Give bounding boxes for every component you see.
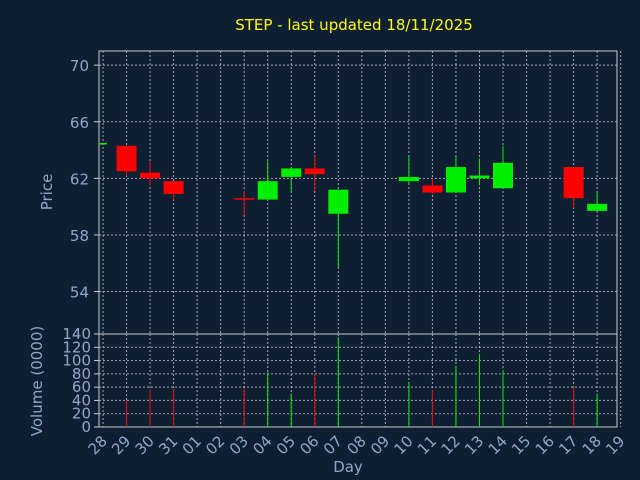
candle-body: [140, 172, 161, 179]
candle-11: [422, 178, 443, 194]
x-tick-label: 02: [202, 432, 228, 458]
volume-tick-label: 100: [62, 352, 91, 370]
x-tick-label: 17: [555, 432, 581, 458]
volume-tick-label: 20: [72, 405, 91, 423]
candle-17: [563, 167, 584, 209]
candle-body: [422, 185, 443, 193]
candle-body: [99, 142, 107, 145]
x-tick-label: 28: [85, 432, 111, 458]
candle-14: [493, 145, 514, 189]
candle-06: [304, 155, 325, 192]
volume-axis-label: Volume (0000): [28, 326, 46, 436]
candle-30: [140, 161, 161, 186]
x-tick-label: 08: [343, 432, 369, 458]
x-tick-label: 11: [414, 432, 440, 458]
x-tick-label: 04: [249, 432, 275, 458]
price-tick-label: 70: [70, 57, 89, 75]
x-tick-label: 01: [179, 432, 205, 458]
candle-31: [163, 181, 184, 200]
x-tick-label: 15: [508, 432, 534, 458]
candle-05: [281, 167, 302, 193]
candle-body: [304, 168, 325, 175]
candle-13: [469, 158, 490, 186]
x-tick-label: 05: [273, 432, 299, 458]
candle-10: [398, 157, 419, 185]
candle-body: [116, 145, 137, 172]
x-tick-label: 18: [579, 432, 605, 458]
price-axis-label: Price: [38, 174, 56, 211]
candle-04: [257, 161, 278, 200]
x-axis-label: Day: [333, 458, 363, 476]
candle-07: [328, 189, 349, 268]
candle-body: [469, 175, 490, 179]
x-tick-label: 13: [461, 432, 487, 458]
chart-title: STEP - last updated 18/11/2025: [235, 16, 473, 34]
x-tick-label: 14: [485, 432, 511, 458]
volume-tick-label: 120: [62, 338, 91, 356]
volume-tick-label: 0: [81, 418, 91, 436]
price-tick-label: 66: [70, 114, 89, 132]
x-tick-labels: 2829303101020304050607080910111213141516…: [85, 432, 629, 458]
price-tick-label: 54: [70, 284, 89, 302]
x-tick-label: 09: [367, 432, 393, 458]
candle-03: [234, 191, 255, 216]
candle-body: [493, 162, 514, 189]
candle-body: [234, 198, 255, 200]
candle-29: [116, 145, 137, 176]
candle-18: [587, 192, 608, 211]
x-tick-label: 29: [108, 432, 134, 458]
volume-tick-label: 60: [72, 378, 91, 396]
candle-body: [328, 189, 349, 214]
candle-body: [163, 181, 184, 194]
x-tick-label: 10: [390, 432, 416, 458]
x-tick-label: 31: [155, 432, 181, 458]
candle-body: [398, 176, 419, 182]
x-tick-label: 03: [226, 432, 252, 458]
volume-tick-label: 140: [62, 325, 91, 343]
x-tick-label: 07: [320, 432, 346, 458]
x-tick-label: 12: [438, 432, 464, 458]
price-panel: 54 58 62 66 70: [70, 50, 622, 335]
volume-tick-label: 40: [72, 391, 91, 409]
x-tick-label: 16: [532, 432, 558, 458]
x-tick-label: 30: [132, 432, 158, 458]
price-tick-label: 62: [70, 170, 89, 188]
candle-12: [445, 157, 466, 193]
candle-body: [281, 168, 302, 177]
candle-body: [257, 181, 278, 200]
x-tick-label: 19: [602, 432, 628, 458]
price-tick-label: 58: [70, 227, 89, 245]
x-tick-label: 06: [296, 432, 322, 458]
candle-body: [563, 167, 584, 199]
candle-body: [587, 203, 608, 211]
candle-body: [445, 167, 466, 193]
candle-28: [99, 142, 107, 145]
volume-frame: [98, 333, 618, 428]
volume-tick-label: 80: [72, 365, 91, 383]
